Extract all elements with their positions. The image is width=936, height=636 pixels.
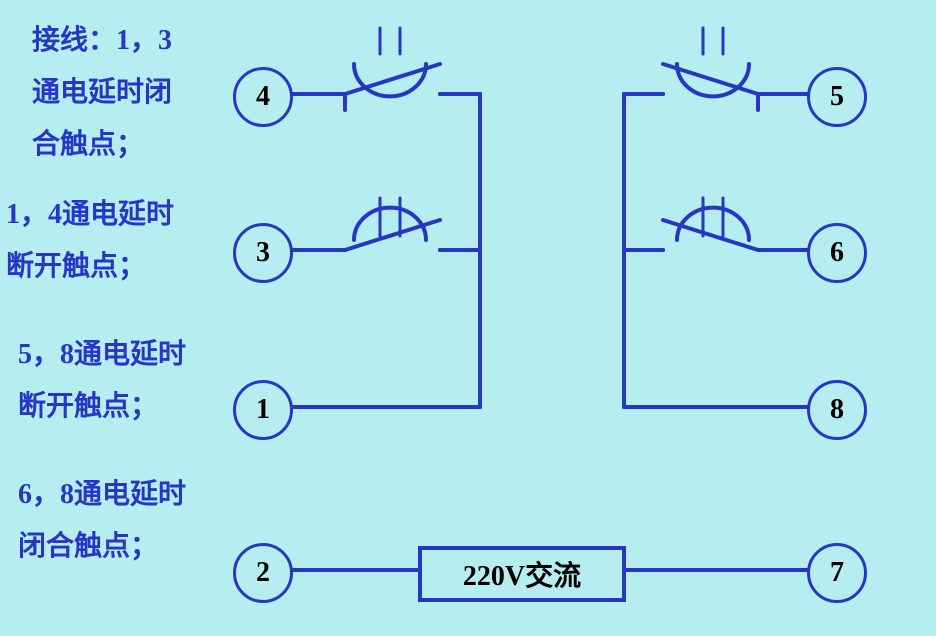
- terminal-7: 7: [807, 543, 867, 603]
- terminal-8-label: 8: [830, 394, 844, 426]
- power-box-label: 220V交流: [463, 554, 581, 594]
- terminal-5-label: 5: [830, 81, 844, 113]
- terminal-4-label: 4: [256, 81, 270, 113]
- terminal-3: 3: [233, 223, 293, 283]
- terminal-8: 8: [807, 380, 867, 440]
- terminal-6-label: 6: [830, 237, 844, 269]
- circuit-svg: [0, 0, 936, 636]
- terminal-2: 2: [233, 543, 293, 603]
- terminal-1-label: 1: [256, 394, 270, 426]
- power-box: 220V交流: [418, 546, 626, 602]
- terminal-5: 5: [807, 67, 867, 127]
- terminal-2-label: 2: [256, 557, 270, 589]
- terminal-6: 6: [807, 223, 867, 283]
- terminal-4: 4: [233, 67, 293, 127]
- terminal-3-label: 3: [256, 237, 270, 269]
- terminal-7-label: 7: [830, 557, 844, 589]
- terminal-1: 1: [233, 380, 293, 440]
